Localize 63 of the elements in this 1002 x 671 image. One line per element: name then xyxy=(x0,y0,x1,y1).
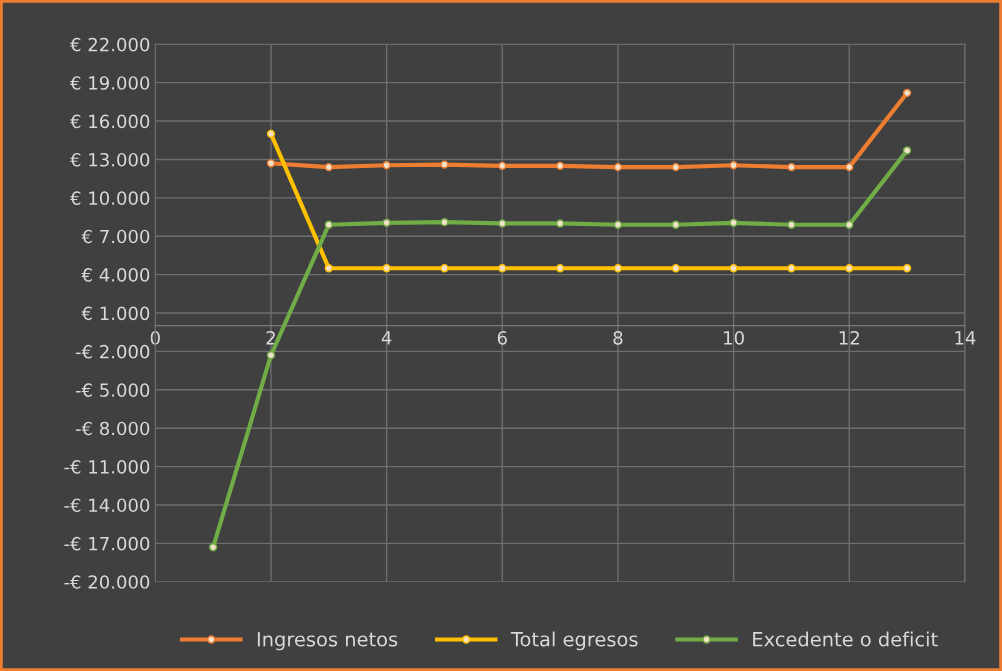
y-tick-label: € 13.000 xyxy=(70,152,150,167)
point xyxy=(324,220,333,229)
point xyxy=(555,161,565,171)
point xyxy=(382,264,391,273)
point xyxy=(440,217,449,227)
point xyxy=(440,160,449,169)
point xyxy=(440,264,449,273)
x-tick-label: 2 xyxy=(266,331,275,345)
point xyxy=(555,264,565,273)
y-tick-label: -€ 2.000 xyxy=(75,344,150,359)
y-tick-label: -€ 11.000 xyxy=(64,460,150,474)
point xyxy=(555,219,565,228)
point xyxy=(613,220,623,229)
point xyxy=(729,161,738,170)
point xyxy=(208,543,218,552)
y-tick-label: -€ 8.000 xyxy=(75,421,150,436)
y-tick-label: -€ 17.000 xyxy=(64,536,150,551)
y-tick-label: € 7.000 xyxy=(81,229,150,244)
point xyxy=(671,264,680,273)
y-tick-label: € 1.000 xyxy=(81,306,150,321)
x-tick-label: 8 xyxy=(613,331,623,345)
y-tick-label: € 16.000 xyxy=(70,114,150,129)
legend-label: Ingresos netos xyxy=(257,632,398,651)
x-tick-label: 14 xyxy=(955,331,976,345)
y-tick-label: € 22.000 xyxy=(70,37,150,52)
point xyxy=(266,129,276,139)
point xyxy=(845,220,854,229)
point xyxy=(902,146,912,155)
point xyxy=(671,162,680,172)
x-tick-label: 12 xyxy=(839,331,859,345)
x-tick-label: 0 xyxy=(150,331,160,345)
y-tick-label: € 4.000 xyxy=(81,268,150,282)
point xyxy=(729,264,738,273)
point xyxy=(671,220,680,229)
point xyxy=(729,218,738,227)
point xyxy=(498,161,507,171)
legend-label: Excedente o deficit xyxy=(753,631,938,647)
point xyxy=(266,159,276,168)
point xyxy=(845,264,854,273)
y-tick-label: -€ 20.000 xyxy=(64,575,150,589)
point xyxy=(266,351,276,360)
point xyxy=(324,264,333,273)
legend-label: Total egresos xyxy=(510,631,638,651)
y-tick-label: -€ 5.000 xyxy=(75,383,150,397)
y-tick-label: € 19.000 xyxy=(70,76,150,90)
point xyxy=(498,219,507,228)
x-tick-label: 6 xyxy=(497,331,507,345)
point xyxy=(613,264,623,273)
x-tick-label: 4 xyxy=(381,331,392,345)
y-tick-label: -€ 14.000 xyxy=(64,498,150,513)
point xyxy=(787,264,796,273)
x-tick-label: 10 xyxy=(724,331,744,345)
point xyxy=(845,162,854,172)
point xyxy=(324,162,333,172)
y-tick-label: € 10.000 xyxy=(70,191,150,205)
point xyxy=(787,162,796,172)
point xyxy=(498,264,507,273)
point xyxy=(787,220,796,229)
point xyxy=(902,264,912,273)
point xyxy=(382,161,391,170)
point xyxy=(902,88,912,98)
point xyxy=(613,162,623,172)
point xyxy=(382,218,391,227)
